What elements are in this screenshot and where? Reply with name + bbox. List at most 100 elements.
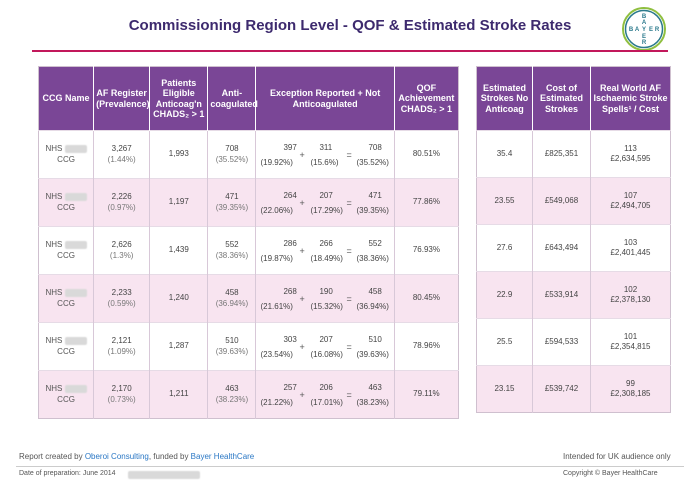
anticoag-percent: (38.36%)	[215, 250, 249, 260]
ccg-suffix: CCG	[57, 298, 75, 308]
qof-achievement-cell: 76.93%	[393, 226, 459, 275]
bayer-logo: B A B A Y E R E R	[622, 7, 666, 51]
table-row: NHS CCG 2,233 (0.59%) 1,240 458 (36.94%) 268 (2…	[38, 274, 459, 323]
stroke-spells: 99	[626, 378, 635, 388]
svg-text:B: B	[642, 14, 647, 20]
svg-text:E: E	[649, 27, 653, 33]
total-count: 510	[368, 335, 382, 344]
plus-sign: +	[299, 294, 305, 304]
anticoagulated-cell: 708 (35.52%)	[207, 130, 256, 179]
not-anticoag-count: 266	[319, 239, 333, 248]
af-register-cell: 2,626 (1.3%)	[93, 226, 150, 275]
estimated-strokes-cell: 22.9	[476, 271, 533, 319]
qof-achievement-cell: 80.45%	[393, 274, 459, 323]
af-count: 3,267	[111, 144, 132, 154]
redacted-ccg-name	[64, 289, 87, 297]
stroke-cost-table: Estimated Strokes No Anticoag Cost of Es…	[476, 66, 671, 413]
anticoag-count: 463	[225, 384, 239, 394]
not-anticoag-count: 311	[319, 143, 333, 152]
af-register-cell: 2,170 (0.73%)	[93, 370, 150, 419]
plus-sign: +	[299, 246, 305, 256]
cost-cell: £539,742	[532, 365, 591, 413]
anticoag-percent: (39.63%)	[215, 346, 249, 356]
total-percent: (35.52%)	[356, 158, 389, 167]
ccg-suffix: CCG	[57, 346, 75, 356]
redacted-reference	[128, 470, 200, 479]
date-of-preparation: Date of preparation: June 2014	[19, 470, 116, 477]
anticoagulated-cell: 471 (39.35%)	[207, 178, 256, 227]
svg-text:R: R	[655, 27, 660, 33]
anticoag-count: 458	[225, 288, 239, 298]
stroke-spells-cost: £2,354,815	[610, 342, 651, 351]
total-count: 708	[368, 143, 382, 152]
oberoi-consulting-link[interactable]: Oberoi Consulting	[84, 452, 149, 461]
not-anticoag-count: 190	[319, 287, 333, 296]
table-row: NHS CCG 2,121 (1.09%) 1,287 510 (39.63%) 303 (2…	[38, 322, 459, 371]
total-percent: (38.36%)	[356, 254, 389, 263]
audience-note: Intended for UK audience only	[563, 452, 671, 461]
cost-cell: £594,533	[532, 318, 591, 366]
ccg-name-cell: NHS CCG	[38, 178, 94, 227]
af-count: 2,626	[111, 240, 132, 250]
af-prevalence: (0.73%)	[107, 394, 136, 404]
not-anticoag-percent: (16.08%)	[310, 350, 343, 359]
svg-text:A: A	[635, 27, 640, 33]
exception-cell: 286 (19.87%) +266 (18.49%) = 552 (38.36%)	[255, 226, 395, 275]
title-divider	[32, 50, 668, 52]
af-count: 2,170	[111, 384, 132, 394]
table-row: 23.55 £549,068 107 £2,494,705	[476, 177, 671, 225]
qof-achievement-cell: 80.51%	[393, 130, 459, 179]
svg-text:Y: Y	[642, 27, 646, 33]
svg-text:A: A	[642, 20, 647, 26]
svg-text:E: E	[642, 34, 646, 40]
af-count: 2,121	[111, 336, 132, 346]
anticoag-percent: (36.94%)	[215, 298, 249, 308]
bayer-healthcare-link[interactable]: Bayer HealthCare	[190, 452, 255, 461]
af-count: 2,233	[111, 288, 132, 298]
report-credit: Report created by Oberoi Consulting, fun…	[19, 452, 254, 461]
af-register-cell: 2,121 (1.09%)	[93, 322, 150, 371]
exception-count: 268	[283, 287, 297, 296]
exception-percent: (23.54%)	[260, 350, 293, 359]
af-prevalence: (0.97%)	[107, 202, 136, 212]
cost-cell: £643,494	[532, 224, 591, 272]
exception-count: 286	[283, 239, 297, 248]
table-row: 23.15 £539,742 99 £2,308,185	[476, 365, 671, 413]
not-anticoag-count: 206	[319, 383, 333, 392]
real-world-cell: 103 £2,401,445	[590, 224, 671, 272]
real-world-cell: 101 £2,354,815	[590, 318, 671, 366]
table-row: 35.4 £825,351 113 £2,634,595	[476, 130, 671, 178]
ccg-prefix: NHS	[45, 288, 63, 298]
anticoagulated-cell: 510 (39.63%)	[207, 322, 256, 371]
stroke-spells: 102	[623, 284, 638, 294]
svg-text:R: R	[642, 40, 647, 46]
table-row: 25.5 £594,533 101 £2,354,815	[476, 318, 671, 366]
eligible-cell: 1,993	[149, 130, 208, 179]
exception-cell: 397 (19.92%) +311 (15.6%) = 708 (35.52%)	[255, 130, 395, 179]
exception-percent: (19.92%)	[260, 158, 293, 167]
cost-cell: £533,914	[532, 271, 591, 319]
estimated-strokes-cell: 35.4	[476, 130, 533, 178]
anticoagulated-cell: 552 (38.36%)	[207, 226, 256, 275]
redacted-ccg-name	[64, 193, 87, 201]
table-row: NHS CCG 2,170 (0.73%) 1,211 463 (38.23%) 257 (2…	[38, 370, 459, 419]
not-anticoag-count: 207	[319, 335, 333, 344]
table-row: 27.6 £643,494 103 £2,401,445	[476, 224, 671, 272]
exception-count: 303	[283, 335, 297, 344]
anticoag-count: 708	[225, 144, 239, 154]
anticoag-percent: (38.23%)	[215, 394, 249, 404]
stroke-spells-cost: £2,378,130	[610, 295, 651, 304]
table-row: NHS CCG 3,267 (1.44%) 1,993 708 (35.52%) 397 (1…	[38, 130, 459, 179]
ccg-suffix: CCG	[57, 394, 75, 404]
stroke-spells-cost: £2,401,445	[610, 248, 651, 257]
eligible-cell: 1,287	[149, 322, 208, 371]
plus-sign: +	[299, 150, 305, 160]
anticoag-percent: (35.52%)	[215, 154, 249, 164]
exception-percent: (21.61%)	[260, 302, 293, 311]
real-world-cell: 113 £2,634,595	[590, 130, 671, 178]
total-percent: (36.94%)	[356, 302, 389, 311]
exception-count: 397	[283, 143, 297, 152]
ccg-prefix: NHS	[45, 384, 63, 394]
header-af-register: AF Register (Prevalence)	[93, 66, 150, 131]
anticoagulated-cell: 463 (38.23%)	[207, 370, 256, 419]
